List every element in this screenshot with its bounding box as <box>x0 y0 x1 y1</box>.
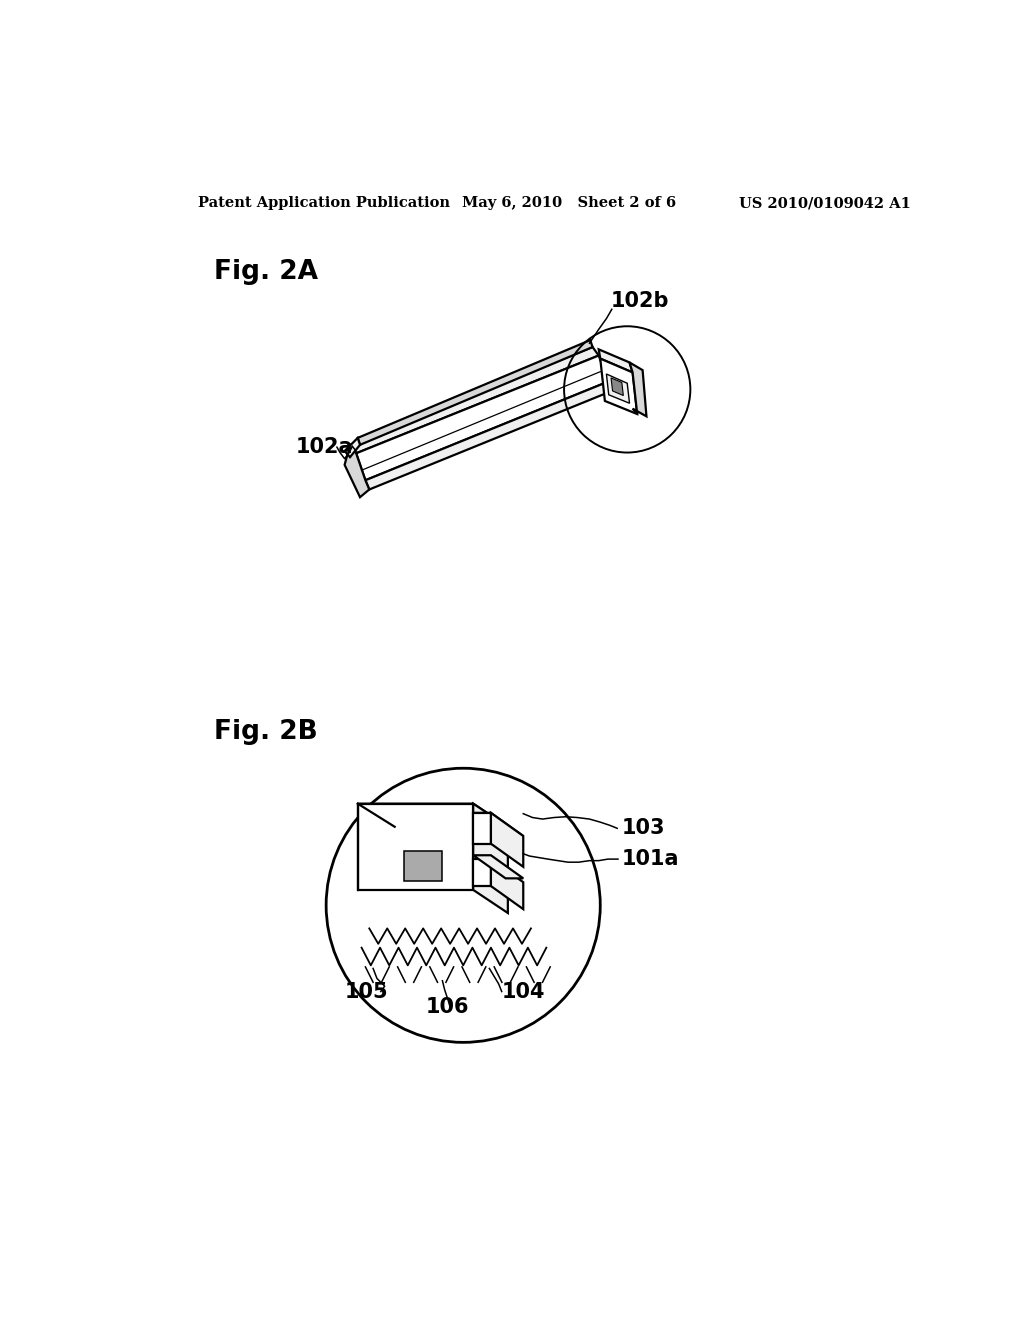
Text: 102b: 102b <box>610 290 669 310</box>
Text: May 6, 2010   Sheet 2 of 6: May 6, 2010 Sheet 2 of 6 <box>462 197 676 210</box>
Polygon shape <box>490 813 523 867</box>
Text: Fig. 2A: Fig. 2A <box>214 259 317 285</box>
Polygon shape <box>600 359 637 414</box>
Polygon shape <box>356 355 608 480</box>
Polygon shape <box>357 804 473 890</box>
Text: 105: 105 <box>345 982 388 1002</box>
Text: 103: 103 <box>622 818 666 838</box>
Polygon shape <box>357 341 593 445</box>
Polygon shape <box>366 381 611 490</box>
Polygon shape <box>611 378 624 396</box>
Text: 101a: 101a <box>622 849 679 869</box>
Polygon shape <box>357 804 508 826</box>
Text: Fig. 2B: Fig. 2B <box>214 719 317 744</box>
Polygon shape <box>473 859 490 886</box>
Polygon shape <box>473 855 523 878</box>
Polygon shape <box>473 813 490 843</box>
Polygon shape <box>490 859 523 909</box>
Text: US 2010/0109042 A1: US 2010/0109042 A1 <box>739 197 910 210</box>
Text: 102a: 102a <box>296 437 353 457</box>
Polygon shape <box>345 438 360 457</box>
Polygon shape <box>403 851 442 880</box>
Polygon shape <box>345 445 370 498</box>
Polygon shape <box>606 374 630 404</box>
Polygon shape <box>599 350 633 372</box>
Polygon shape <box>350 347 599 453</box>
Polygon shape <box>473 804 508 913</box>
Polygon shape <box>473 813 523 836</box>
Polygon shape <box>630 363 646 416</box>
Text: 106: 106 <box>425 997 469 1016</box>
Text: 104: 104 <box>502 982 545 1002</box>
Text: Patent Application Publication: Patent Application Publication <box>198 197 450 210</box>
